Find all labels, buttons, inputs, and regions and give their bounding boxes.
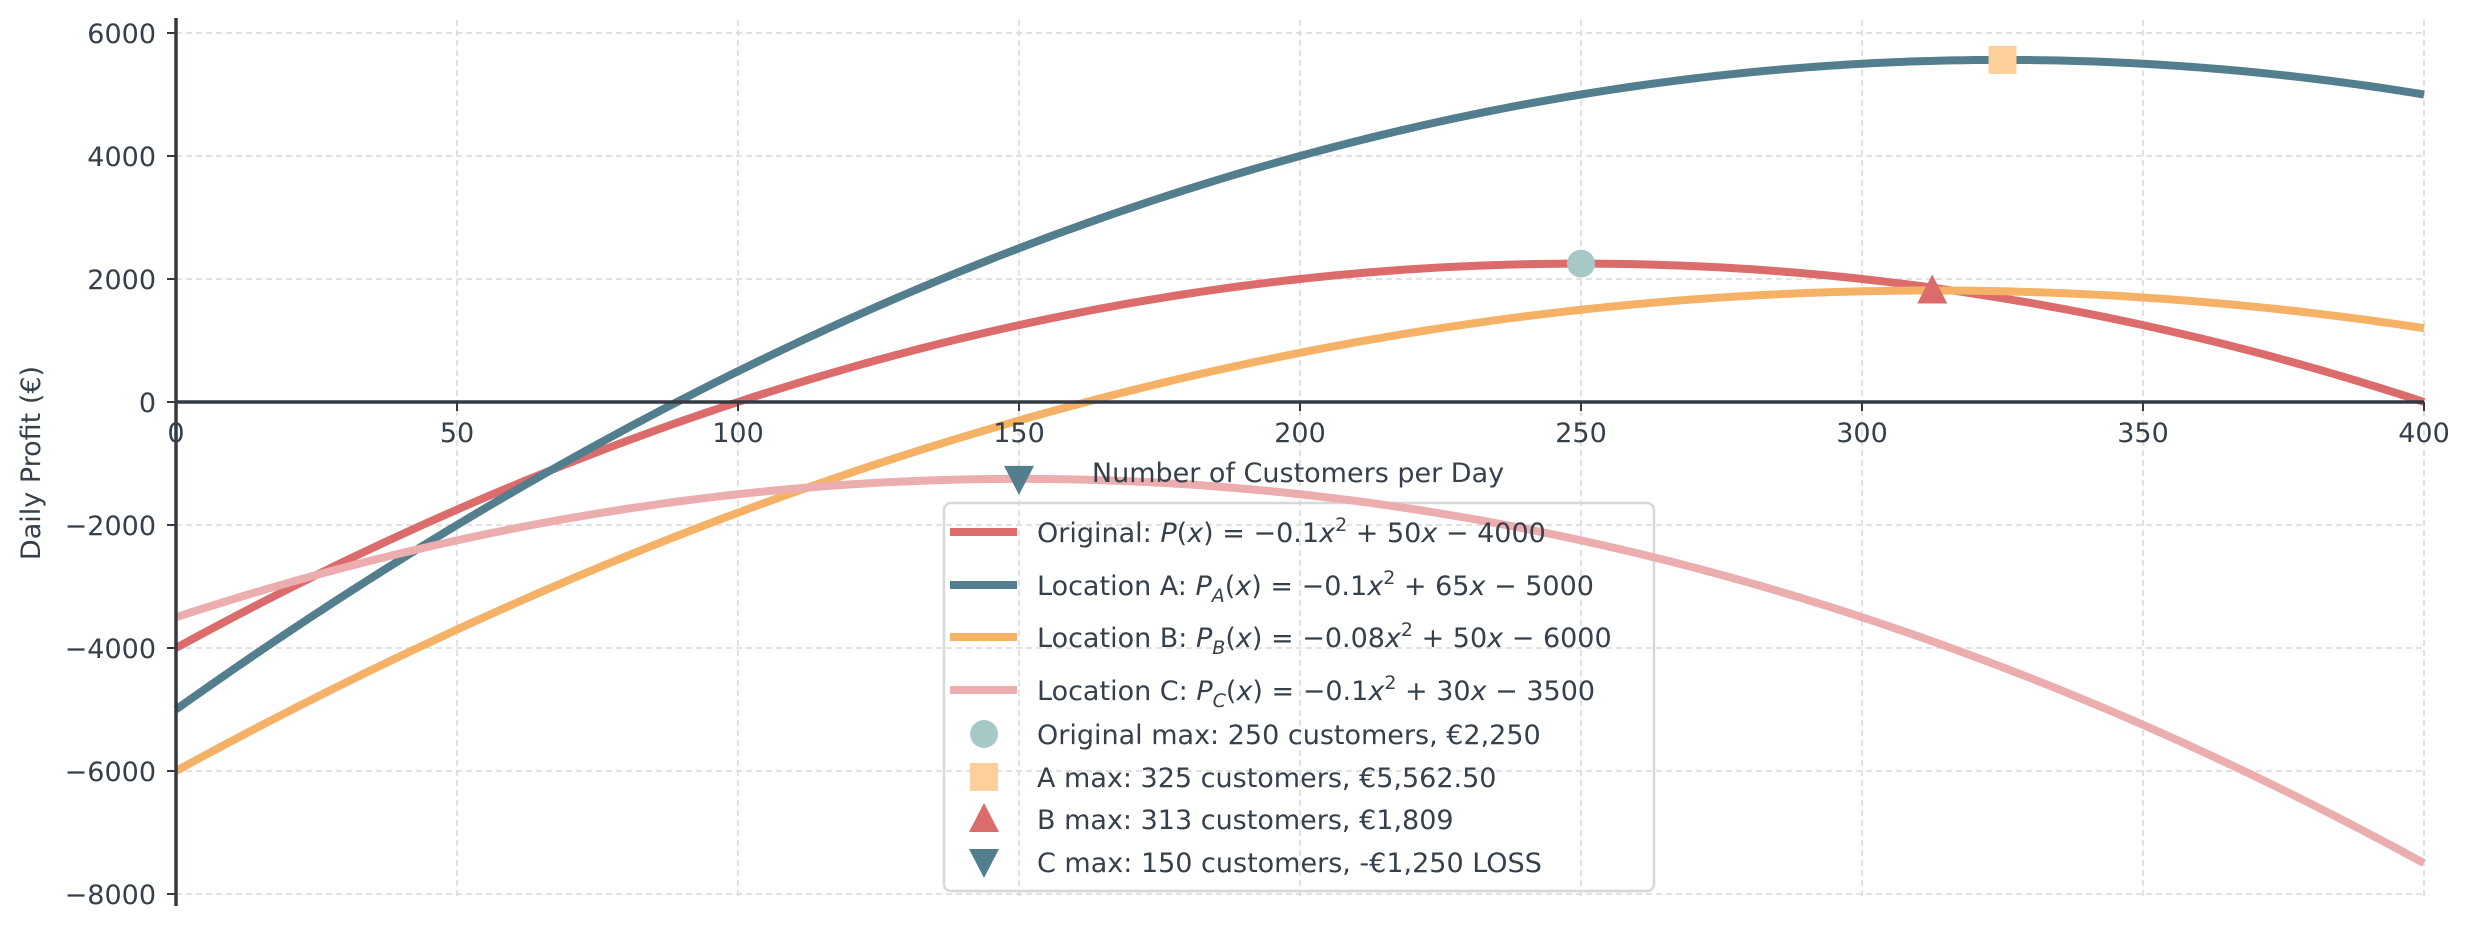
legend-label: Location B: PB(x) = −0.08x2 + 50x − 6000: [1037, 619, 1612, 659]
tick-labels: 0 50 100 150 200 250 300 350 400 6000 4000 2000 0 −20…: [65, 19, 2450, 911]
x-tick-label: 100: [712, 418, 764, 449]
y-tick-label: 2000: [87, 265, 156, 296]
y-tick-label: −6000: [65, 757, 156, 788]
x-tick-label: 400: [2398, 418, 2450, 449]
x-tick-label: 0: [167, 418, 184, 449]
legend-label: Original: P(x) = −0.1x2 + 50x − 4000: [1037, 514, 1546, 549]
legend-item-original: Original: P(x) = −0.1x2 + 50x − 4000: [950, 514, 1546, 549]
legend-item-marker-circle: Original max: 250 customers, €2,250: [970, 720, 1541, 751]
y-tick-label: −2000: [65, 511, 156, 542]
legend-label: A max: 325 customers, €5,562.50: [1037, 763, 1496, 794]
x-tick-label: 350: [2117, 418, 2169, 449]
y-tick-label: 0: [139, 388, 156, 419]
y-tick-label: −4000: [65, 634, 156, 665]
max-markers: [1004, 45, 2017, 495]
legend-frame-layer: [942, 501, 1656, 893]
legend-marker-triangle-down: [969, 849, 999, 878]
legend-label: Location A: PA(x) = −0.1x2 + 65x − 5000: [1037, 567, 1594, 607]
legend-item-location-c: Location C: PC(x) = −0.1x2 + 30x − 3500: [950, 672, 1595, 712]
y-tick-label: 6000: [87, 19, 156, 50]
x-tick-label: 200: [1274, 418, 1326, 449]
legend-label: B max: 313 customers, €1,809: [1037, 805, 1454, 836]
legend-marker-square: [970, 763, 998, 791]
x-tick-label: 150: [993, 418, 1045, 449]
y-axis-label: Daily Profit (€): [16, 366, 47, 560]
x-tick-label: 250: [1555, 418, 1607, 449]
x-axis-label: Number of Customers per Day: [1092, 458, 1504, 489]
axes: [167, 18, 2425, 906]
x-tick-label: 300: [1836, 418, 1888, 449]
x-tick-label: 50: [440, 418, 474, 449]
series-line-location-a: [173, 55, 2425, 713]
max-marker-triangle-up: [1917, 274, 1948, 304]
legend-frame: [942, 501, 1656, 893]
legend: Original: P(x) = −0.1x2 + 50x − 4000 Loca…: [950, 514, 1612, 879]
legend-label: C max: 150 customers, -€1,250 LOSS: [1037, 848, 1542, 879]
y-tick-label: 4000: [87, 142, 156, 173]
max-marker-square: [1988, 45, 2017, 74]
curves: [173, 55, 2426, 867]
legend-marker-circle: [970, 720, 998, 748]
max-marker-circle: [1567, 249, 1595, 278]
legend-item-marker-triangle-up: B max: 313 customers, €1,809: [969, 803, 1454, 836]
legend-item-location-b: Location B: PB(x) = −0.08x2 + 50x − 6000: [950, 619, 1612, 659]
legend-marker-triangle-up: [969, 803, 999, 832]
legend-item-location-a: Location A: PA(x) = −0.1x2 + 65x − 5000: [950, 567, 1594, 607]
series-line-location-c: [174, 474, 2426, 867]
legend-item-marker-triangle-down: C max: 150 customers, -€1,250 LOSS: [969, 848, 1542, 879]
legend-label: Location C: PC(x) = −0.1x2 + 30x − 3500: [1037, 672, 1595, 712]
max-marker-triangle-down: [1004, 465, 1034, 495]
legend-item-marker-square: A max: 325 customers, €5,562.50: [970, 763, 1496, 794]
y-tick-label: −8000: [65, 880, 156, 911]
series-line-location-b: [174, 286, 2425, 775]
legend-label: Original max: 250 customers, €2,250: [1037, 720, 1541, 751]
